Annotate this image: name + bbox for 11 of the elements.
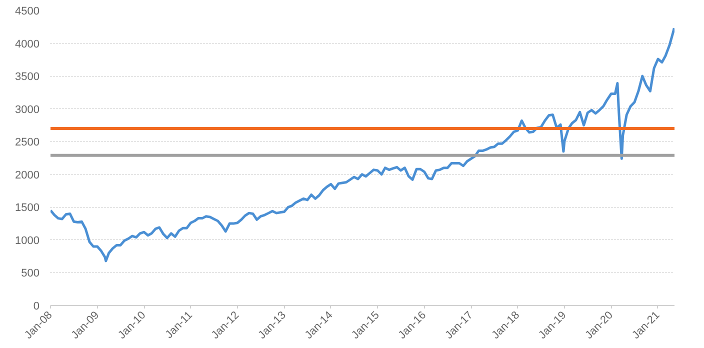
y-tick-label: 2500 <box>15 136 40 149</box>
y-tick-label: 4500 <box>15 6 40 18</box>
line-series <box>50 26 674 262</box>
y-tick-label: 1500 <box>15 202 40 214</box>
y-tick-label: 1000 <box>15 234 40 247</box>
y-tick-label: 4000 <box>15 38 40 50</box>
y-tick-label: 3500 <box>15 71 40 84</box>
y-tick-label: 500 <box>21 268 40 280</box>
y-tick-label: 3000 <box>15 104 40 116</box>
y-tick-label: 0 <box>33 300 40 312</box>
y-tick-label: 2000 <box>15 169 40 182</box>
